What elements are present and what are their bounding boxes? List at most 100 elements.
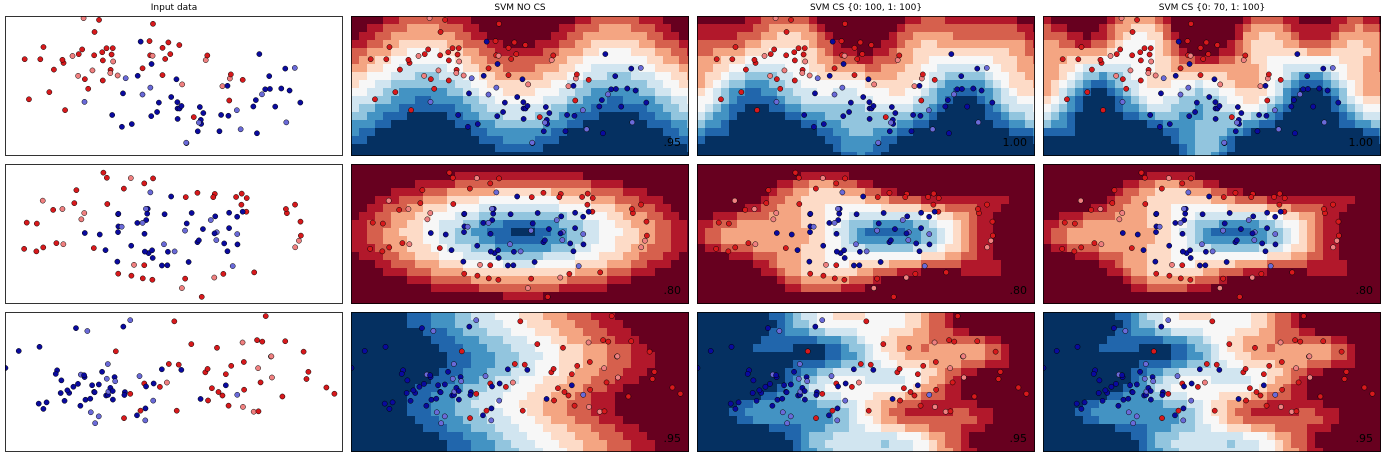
contour-cell: [1307, 188, 1316, 197]
contour-cell: [1299, 164, 1308, 173]
contour-cell: [1107, 96, 1116, 105]
point-class1: [250, 103, 257, 110]
point-class0: [1197, 72, 1204, 78]
contour-cell: [1051, 196, 1060, 205]
point-class1: [970, 85, 977, 92]
contour-cell: [745, 72, 754, 81]
contour-cell: [519, 228, 528, 237]
contour-cell: [615, 80, 624, 89]
plot-moons-2: 1.00: [697, 16, 1035, 156]
contour-cell: [993, 268, 1002, 277]
contour-cell: [359, 252, 368, 261]
contour-cell: [567, 284, 576, 293]
contour-cell: [729, 64, 738, 73]
contour-cell: [705, 24, 714, 33]
contour-cell: [1187, 188, 1196, 197]
point-class1: [853, 211, 860, 218]
contour-cell: [535, 88, 544, 97]
contour-cell: [913, 300, 922, 304]
point-class0: [1113, 73, 1119, 79]
panel-circles-2: .80: [697, 164, 1035, 304]
contour-cell: [1355, 64, 1364, 73]
contour-cell: [1339, 188, 1348, 197]
contour-cell: [961, 172, 970, 181]
contour-cell: [921, 228, 930, 237]
contour-cell: [833, 164, 842, 173]
contour-cell: [575, 40, 584, 49]
contour-cell: [833, 284, 842, 293]
contour-cell: [391, 64, 400, 73]
contour-cell: [961, 204, 970, 213]
contour-cell: [1051, 40, 1060, 49]
contour-cell: [359, 228, 368, 237]
contour-cell: [1009, 268, 1018, 277]
point-class1: [266, 73, 273, 79]
contour-cell: [1139, 144, 1148, 153]
contour-cell: [1115, 72, 1124, 81]
point-class1: [483, 38, 490, 45]
point-class1: [168, 94, 175, 100]
contour-cell: [623, 204, 632, 213]
contour-cell: [977, 40, 986, 49]
contour-cell: [1339, 172, 1348, 181]
contour-cell: [415, 212, 424, 221]
contour-cell: [1083, 16, 1092, 25]
contour-cell: [1033, 48, 1035, 57]
contour-cell: [905, 180, 914, 189]
contour-cell: [631, 236, 640, 245]
contour-cell: [1131, 64, 1140, 73]
point-class1: [297, 99, 304, 106]
contour-cell: [985, 164, 994, 173]
contour-cell: [391, 292, 400, 301]
contour-cell: [769, 24, 778, 33]
contour-cell: [591, 300, 600, 304]
contour-cell: [1363, 212, 1372, 221]
contour-cell: [663, 196, 672, 205]
contour-cell: [495, 16, 504, 25]
contour-cell: [359, 164, 368, 173]
contour-cell: [487, 96, 496, 105]
contour-cell: [1379, 80, 1381, 89]
contour-cell: [639, 180, 648, 189]
point-class0: [767, 51, 774, 57]
contour-cell: [631, 172, 640, 181]
contour-cell: [897, 64, 906, 73]
contour-cell: [929, 180, 938, 189]
contour-cell: [785, 128, 794, 137]
contour-cell: [607, 228, 616, 237]
contour-cell: [1001, 64, 1010, 73]
contour-cell: [961, 48, 970, 57]
contour-cell: [841, 180, 850, 189]
contour-cell: [1067, 152, 1076, 156]
contour-cell: [785, 220, 794, 229]
contour-cell: [519, 152, 528, 156]
contour-cell: [367, 112, 376, 121]
contour-cell: [993, 180, 1002, 189]
contour-cell: [841, 164, 850, 173]
contour-cell: [367, 128, 376, 137]
contour-cell: [1115, 172, 1124, 181]
contour-cell: [1283, 120, 1292, 129]
contour-cell: [671, 136, 680, 145]
contour-cell: [351, 244, 360, 253]
contour-cell: [351, 80, 360, 89]
contour-cell: [761, 300, 770, 304]
contour-cell: [591, 88, 600, 97]
contour-cell: [793, 32, 802, 41]
contour-cell: [921, 104, 930, 113]
contour-cell: [801, 172, 810, 181]
contour-cell: [1331, 228, 1340, 237]
contour-cell: [679, 164, 688, 173]
contour-cell: [697, 204, 706, 213]
contour-cell: [559, 80, 568, 89]
contour-cell: [607, 204, 616, 213]
contour-cell: [615, 32, 624, 41]
contour-cell: [929, 252, 938, 261]
contour-cell: [745, 48, 754, 57]
contour-cell: [1243, 64, 1252, 73]
contour-cell: [953, 196, 962, 205]
contour-cell: [1219, 72, 1228, 81]
contour-cell: [729, 300, 738, 304]
contour-cell: [1107, 152, 1116, 156]
contour-cell: [769, 172, 778, 181]
